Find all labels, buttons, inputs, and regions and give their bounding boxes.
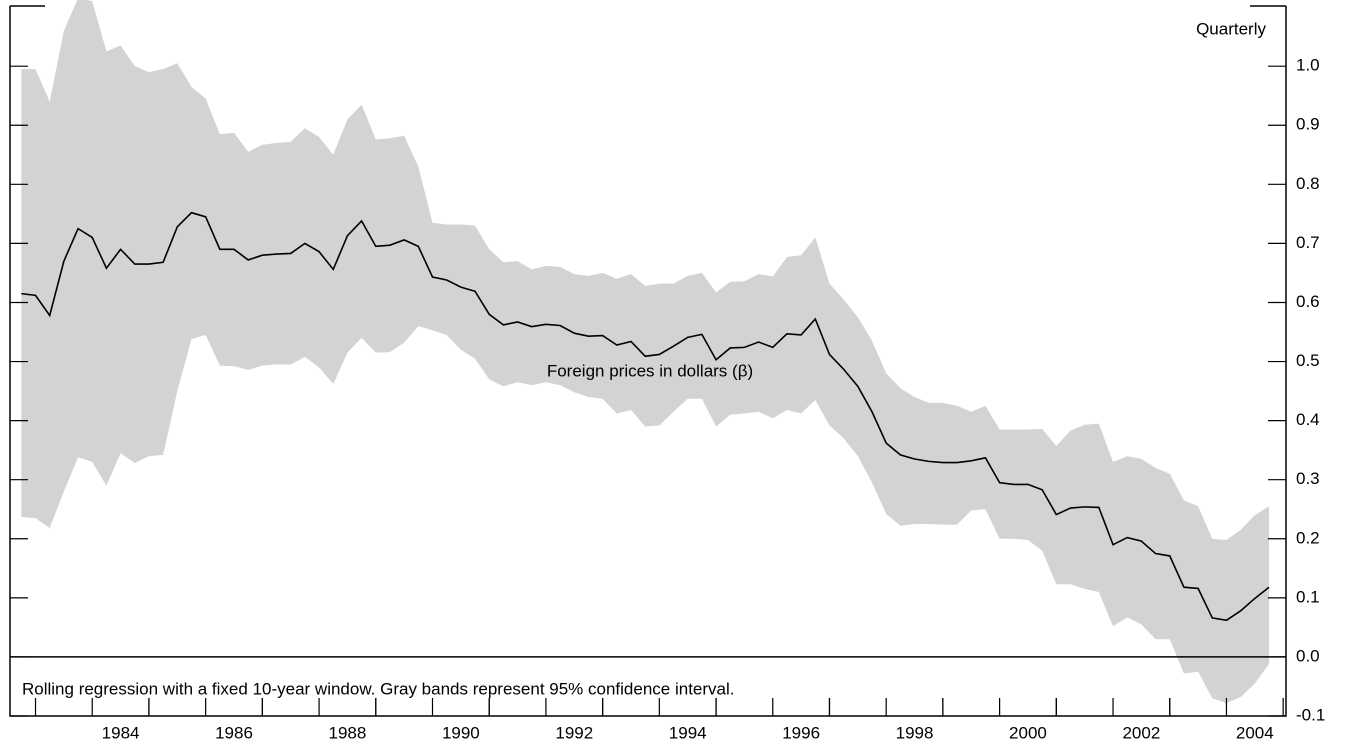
y-tick-label: 0.4 <box>1296 410 1320 429</box>
chart-note: Rolling regression with a fixed 10-year … <box>22 679 735 698</box>
series-label: Foreign prices in dollars (β) <box>547 361 753 380</box>
x-tick-label: 1996 <box>782 723 820 742</box>
y-tick-label: 0.8 <box>1296 174 1320 193</box>
y-tick-label: 0.5 <box>1296 351 1320 370</box>
x-tick-label: 2000 <box>1009 723 1047 742</box>
x-tick-label: 1984 <box>102 723 140 742</box>
x-tick-label: 1988 <box>329 723 367 742</box>
x-tick-label: 1994 <box>669 723 707 742</box>
confidence-band <box>21 0 1269 704</box>
y-tick-label: 0.1 <box>1296 587 1320 606</box>
y-tick-label: 1.0 <box>1296 56 1320 75</box>
series-line <box>21 211 1270 622</box>
x-tick-label: 1990 <box>442 723 480 742</box>
frequency-annotation: Quarterly <box>1196 19 1266 38</box>
y-tick-label: -0.1 <box>1296 705 1325 724</box>
y-tick-label: 0.0 <box>1296 646 1320 665</box>
x-tick-label: 1998 <box>896 723 934 742</box>
y-tick-label: 0.9 <box>1296 115 1320 134</box>
y-tick-label: 0.6 <box>1296 292 1320 311</box>
y-tick-label: 0.7 <box>1296 233 1320 252</box>
y-tick-label: 0.2 <box>1296 528 1320 547</box>
y-tick-label: 0.3 <box>1296 469 1320 488</box>
x-tick-label: 2002 <box>1122 723 1160 742</box>
x-tick-label: 2004 <box>1236 723 1274 742</box>
x-tick-label: 1986 <box>215 723 253 742</box>
x-tick-label: 1992 <box>555 723 593 742</box>
